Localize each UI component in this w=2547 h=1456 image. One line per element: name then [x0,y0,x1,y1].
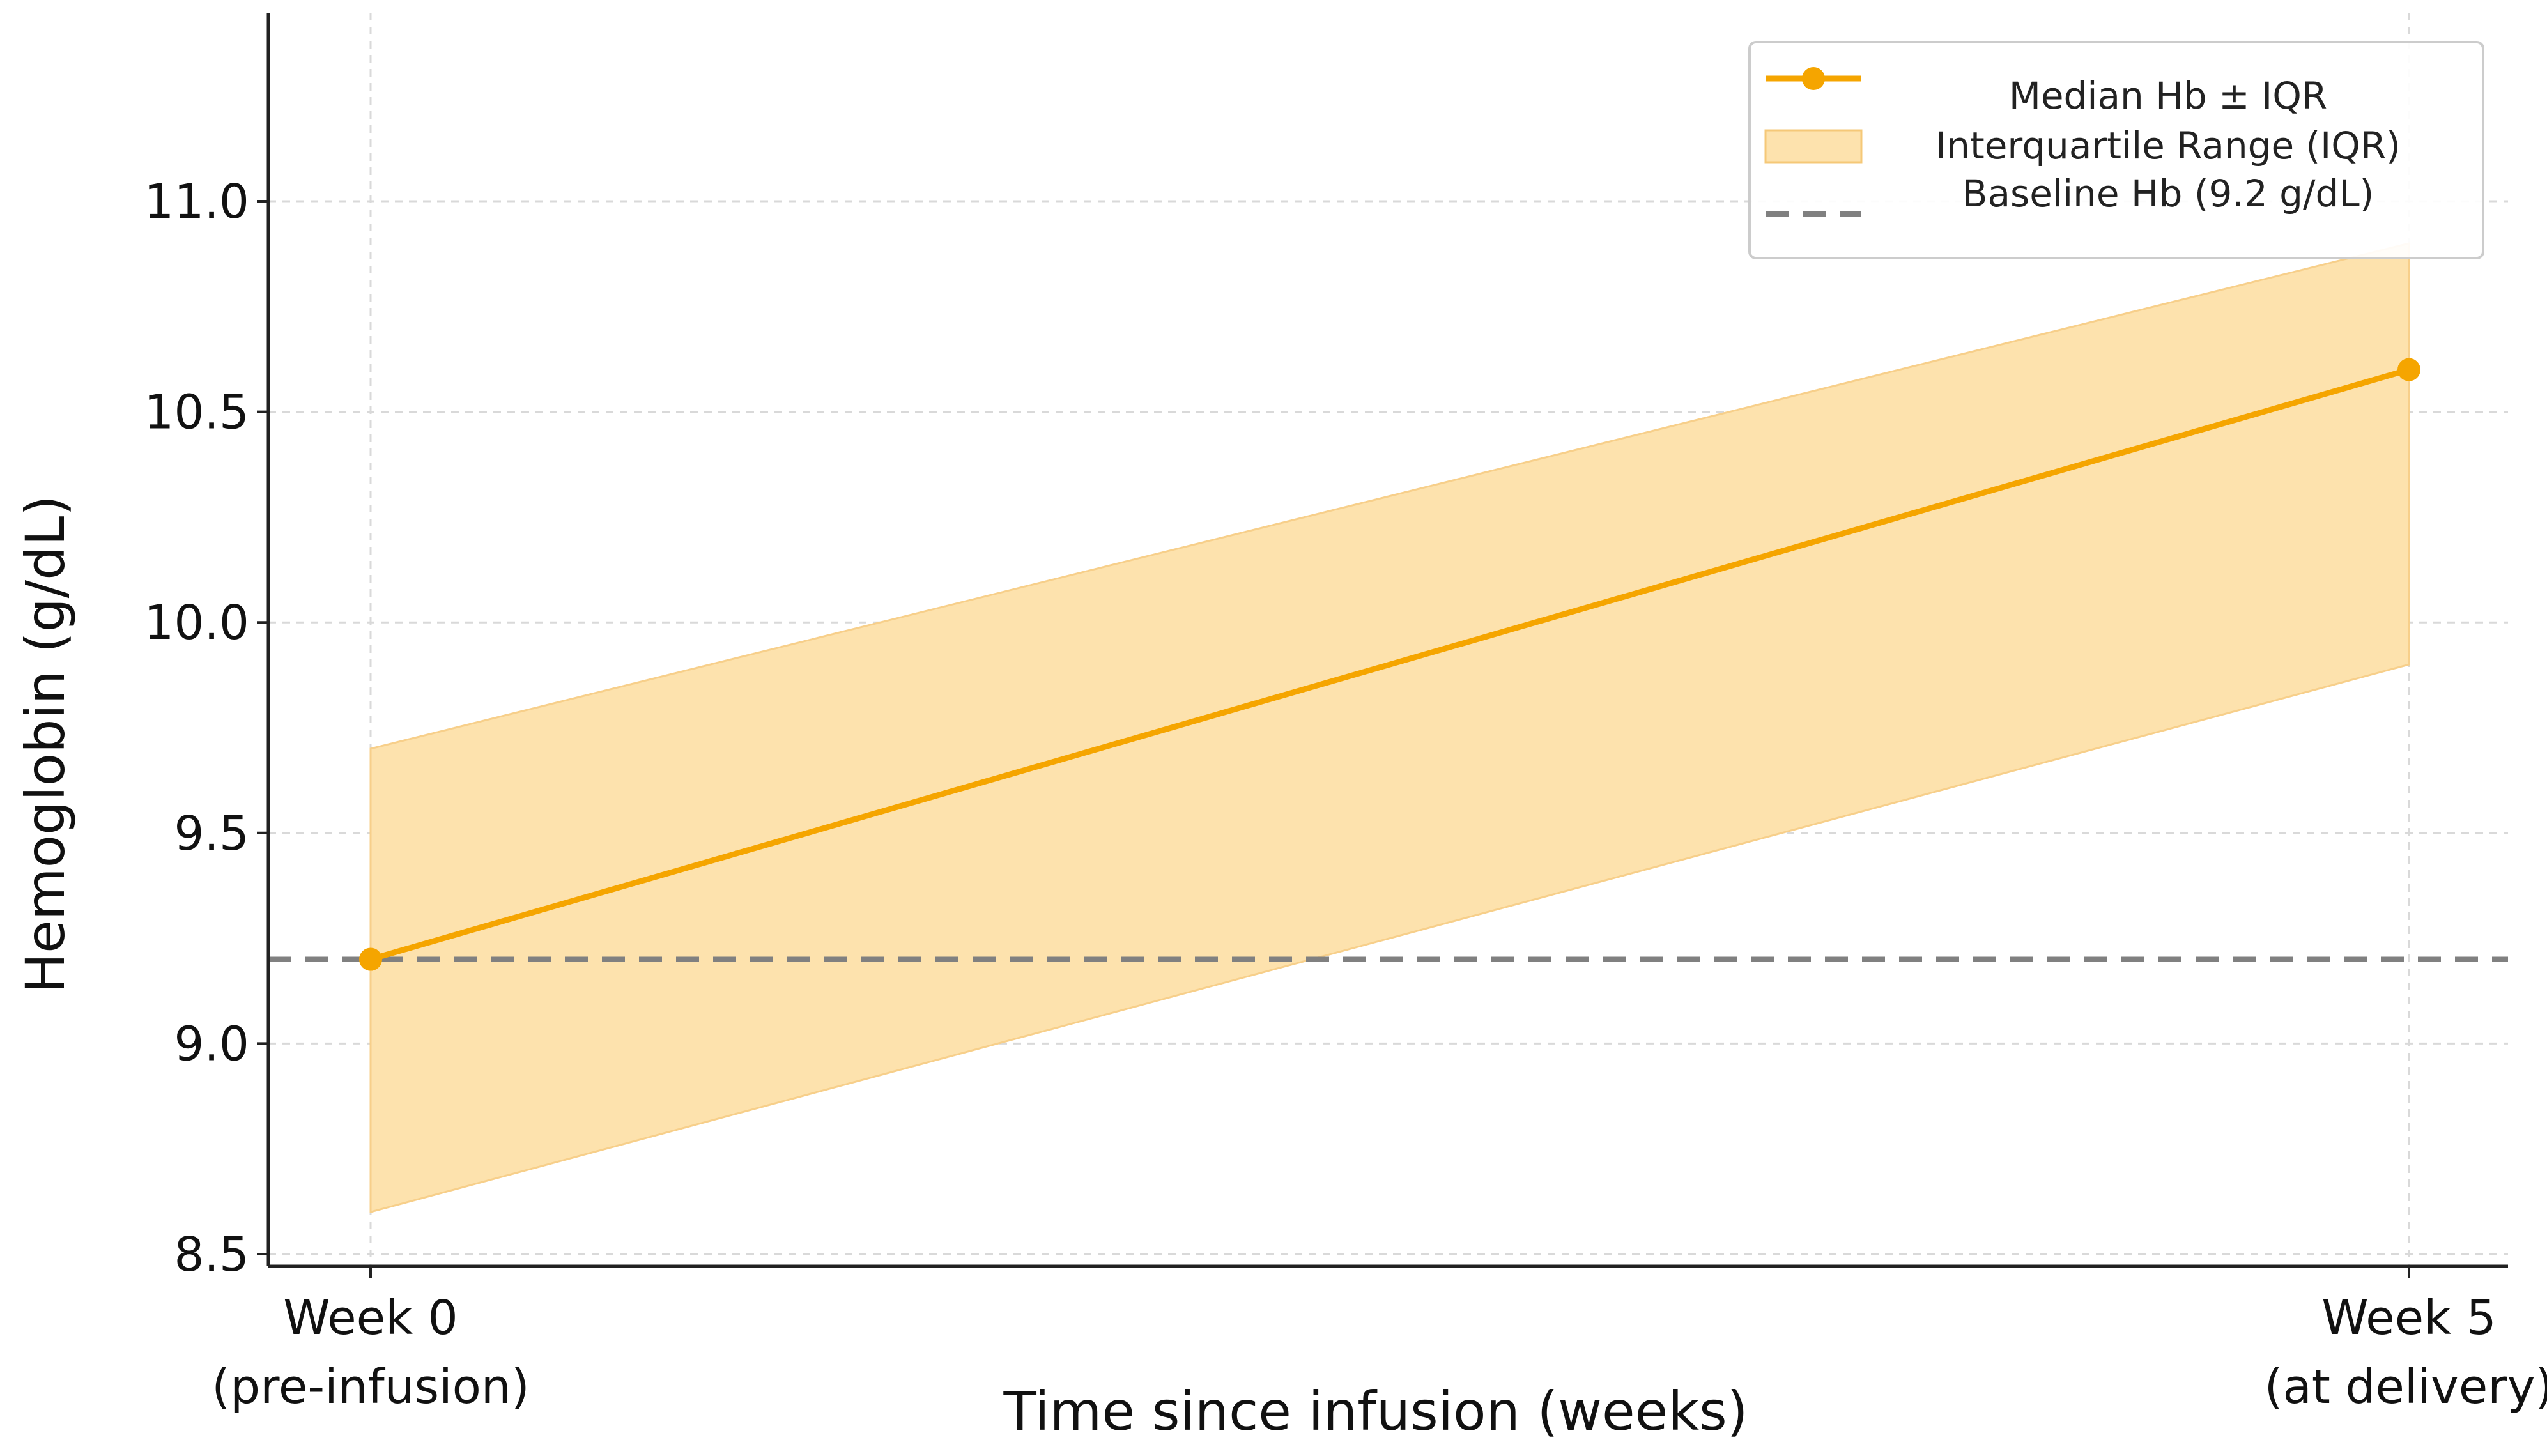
tick-labels: 8.5 9.0 9.5 10.0 10.5 11.0 Week 0 (pre-infusion… [144,174,2547,1414]
legend-box [1748,41,2484,259]
median-point [359,947,382,971]
median-line [367,367,2412,963]
legend-median-marker-icon [1802,67,1825,90]
legend-iqr-swatch-icon [1764,129,1863,164]
x-tick-label: Week 0 [283,1291,458,1345]
iqr-band [369,242,2410,1214]
legend: Median Hb ± IQR Interquartile Range (IQR… [1748,41,2484,259]
median-point [2397,358,2420,381]
y-tick-label: 10.0 [144,595,249,650]
legend-median-label: Median Hb ± IQR [2009,74,2327,118]
y-axis-title: Hemoglobin (g/dL) [14,495,77,993]
legend-iqr-label: Interquartile Range (IQR) [1935,124,2401,167]
y-tick-label: 9.0 [174,1016,249,1071]
y-tick-label: 9.5 [174,806,249,861]
x-axis-title: Time since infusion (weeks) [1003,1380,1748,1443]
x-tick-label: (pre-infusion) [212,1360,529,1414]
x-tick-label: (at delivery) [2265,1360,2547,1414]
median-series-layer [359,358,2420,971]
y-tick-label: 11.0 [144,174,249,229]
legend-baseline-label: Baseline Hb (9.2 g/dL) [1962,172,2374,215]
axes [257,13,2508,1278]
iqr-band-layer [369,242,2410,1214]
x-tick-label: Week 5 [2321,1291,2496,1345]
y-tick-label: 8.5 [174,1227,249,1282]
y-tick-label: 10.5 [144,385,249,440]
